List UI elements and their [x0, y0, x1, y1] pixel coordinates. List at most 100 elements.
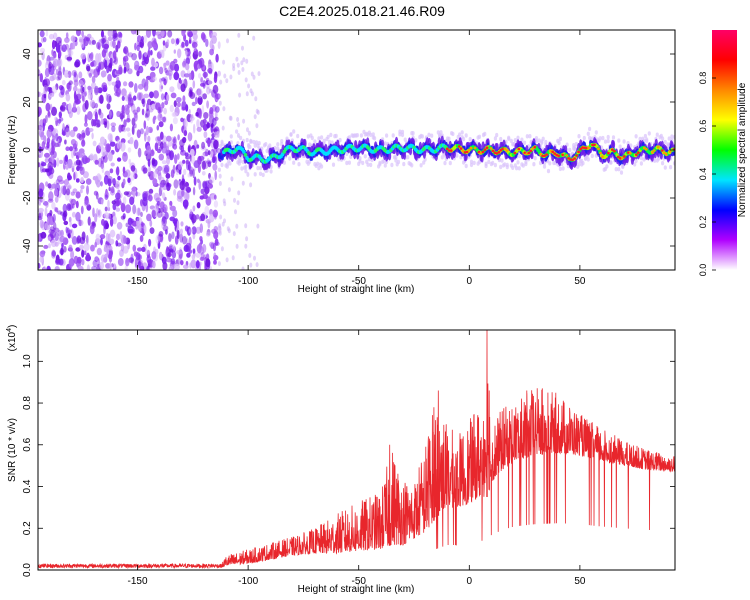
noise-speckle	[168, 233, 172, 242]
signal-peak	[551, 150, 555, 154]
noise-speckle	[248, 253, 252, 258]
noise-speckle	[188, 109, 191, 115]
noise-speckle	[65, 226, 68, 234]
noise-speckle	[122, 166, 126, 174]
noise-speckle	[151, 40, 158, 48]
noise-speckle	[127, 52, 134, 58]
noise-speckle	[167, 69, 173, 77]
noise-speckle	[132, 95, 137, 101]
signal-halo	[329, 132, 333, 138]
signal-halo	[601, 135, 605, 141]
noise-speckle	[192, 80, 196, 89]
signal-peak	[505, 149, 509, 152]
noise-speckle	[125, 257, 130, 267]
noise-speckle	[47, 147, 52, 152]
noise-speckle	[92, 140, 97, 147]
noise-speckle	[42, 122, 45, 132]
signal-halo	[334, 133, 338, 139]
noise-speckle	[169, 205, 176, 212]
noise-speckle	[50, 229, 56, 239]
noise-speckle	[217, 70, 221, 77]
noise-speckle	[64, 139, 67, 145]
signal-halo	[594, 130, 598, 135]
signal-halo	[509, 138, 513, 144]
noise-speckle	[57, 175, 63, 182]
noise-speckle	[48, 191, 54, 202]
noise-speckle	[59, 159, 63, 164]
noise-speckle	[103, 244, 109, 250]
noise-speckle	[257, 71, 261, 77]
signal-halo	[268, 143, 272, 148]
signal-peak	[461, 149, 465, 153]
noise-speckle	[237, 190, 241, 196]
noise-speckle	[80, 85, 84, 94]
noise-speckle	[57, 210, 62, 215]
noise-speckle	[208, 213, 215, 223]
signal-halo	[257, 141, 261, 146]
noise-speckle	[225, 257, 229, 263]
signal-halo	[245, 137, 249, 143]
noise-speckle	[125, 204, 132, 214]
noise-speckle	[160, 93, 165, 101]
noise-speckle	[120, 138, 126, 144]
noise-speckle	[115, 180, 120, 190]
noise-speckle	[203, 112, 209, 119]
signal-halo	[239, 135, 243, 141]
noise-speckle	[131, 125, 135, 135]
signal-halo	[605, 164, 609, 169]
noise-speckle	[72, 40, 76, 50]
noise-speckle	[185, 159, 190, 165]
noise-speckle	[234, 209, 237, 215]
noise-speckle	[147, 194, 153, 202]
noise-speckle	[148, 238, 152, 247]
noise-speckle	[89, 53, 94, 62]
noise-speckle	[144, 249, 151, 255]
signal-halo	[383, 163, 387, 168]
noise-speckle	[189, 166, 194, 175]
noise-speckle	[198, 180, 202, 190]
snr-series-line	[38, 330, 675, 570]
noise-speckle	[230, 176, 234, 182]
noise-speckle	[180, 117, 184, 123]
noise-speckle	[166, 155, 171, 165]
noise-speckle	[161, 102, 165, 109]
noise-speckle	[79, 237, 86, 245]
noise-speckle	[86, 252, 90, 261]
signal-halo	[484, 163, 488, 169]
noise-speckle	[143, 224, 147, 234]
signal-halo	[458, 132, 462, 137]
noise-speckle	[161, 116, 166, 123]
noise-speckle	[157, 240, 161, 250]
noise-speckle	[79, 189, 83, 194]
noise-speckle	[192, 41, 198, 49]
noise-speckle	[192, 186, 196, 196]
noise-speckle	[212, 37, 217, 45]
noise-speckle	[143, 167, 148, 174]
signal-halo	[361, 160, 365, 166]
noise-speckle	[187, 145, 191, 153]
noise-speckle	[72, 102, 76, 112]
noise-speckle	[123, 191, 129, 196]
noise-speckle	[112, 39, 116, 49]
noise-speckle	[192, 248, 196, 254]
noise-speckle	[198, 155, 205, 161]
noise-speckle	[180, 83, 186, 92]
snr-multiplier-exp: 4	[6, 328, 13, 332]
noise-speckle	[155, 197, 162, 203]
noise-speckle	[180, 221, 184, 227]
signal-peak	[473, 146, 477, 150]
noise-speckle	[63, 210, 68, 218]
noise-speckle	[94, 175, 99, 185]
noise-speckle	[38, 262, 41, 269]
noise-speckle	[145, 108, 150, 118]
noise-speckle	[80, 53, 86, 60]
noise-speckle	[41, 51, 45, 61]
noise-speckle	[54, 241, 59, 247]
signal-halo	[582, 135, 586, 141]
noise-speckle	[138, 50, 142, 60]
noise-speckle	[73, 172, 76, 181]
noise-speckle	[221, 221, 225, 227]
signal-halo	[611, 135, 616, 140]
colorbar-label: Normalized spectral amplitude	[737, 82, 748, 217]
noise-speckle	[185, 57, 190, 65]
